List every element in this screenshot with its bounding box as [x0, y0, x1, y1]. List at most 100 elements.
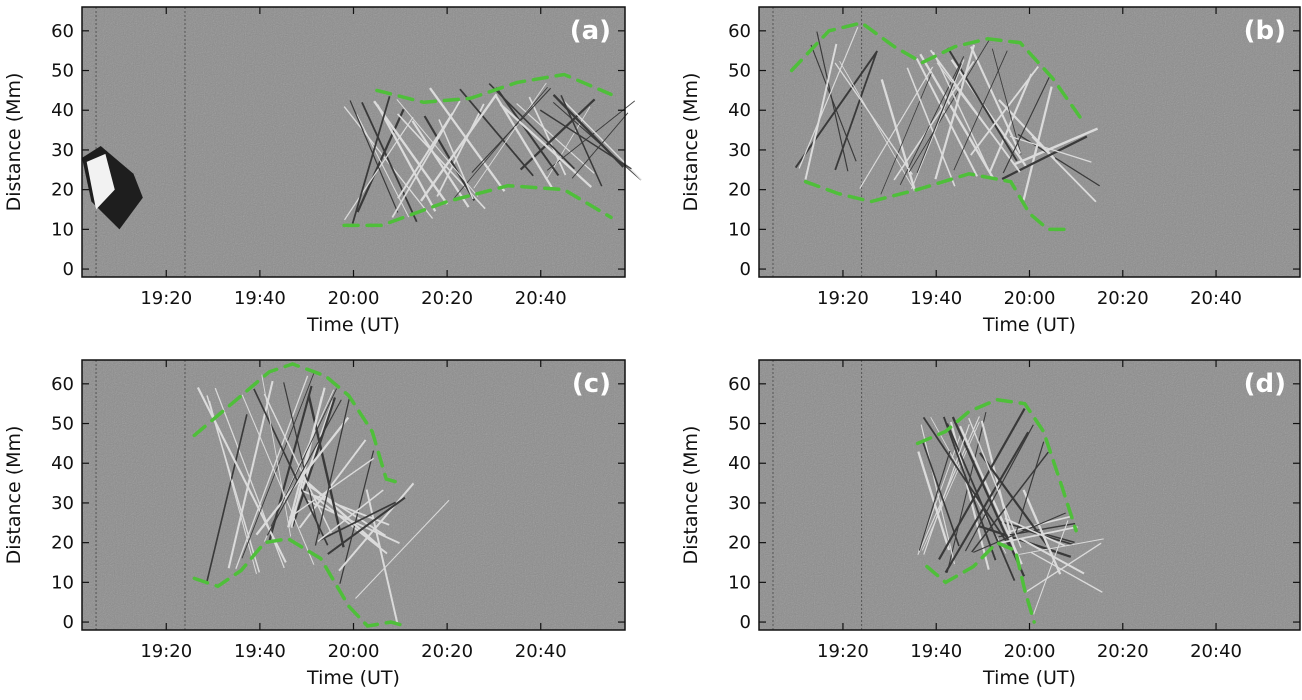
- oscillation-streak: [911, 59, 965, 190]
- oscillation-streak: [915, 58, 978, 177]
- upper-envelope: [375, 72, 613, 105]
- oscillation-streak: [938, 408, 1026, 560]
- oscillation-streak: [539, 109, 632, 170]
- oscillation-streak: [917, 416, 980, 556]
- oscillation-streak: [1033, 520, 1069, 615]
- oscillation-streak: [241, 394, 315, 565]
- oscillation-streak: [968, 417, 1022, 548]
- y-axis-title: Distance (Mm): [3, 73, 25, 212]
- y-tick-label: 60: [51, 21, 74, 42]
- oscillation-streak: [1009, 135, 1092, 163]
- y-tick-label: 50: [51, 414, 74, 435]
- y-tick-label: 20: [728, 533, 751, 554]
- oscillation-streak: [1018, 538, 1104, 555]
- oscillation-streak: [263, 393, 332, 534]
- oscillation-streak: [307, 395, 345, 548]
- x-tick-label: 20:40: [1190, 641, 1242, 662]
- lower-envelope: [925, 540, 1036, 624]
- oscillation-streak: [436, 103, 485, 197]
- panel-label: (a): [570, 16, 611, 46]
- panel-d: 0 10 20 30 40 50 60 19:20 19:40 20:00 20:20 20:40 Ti…: [680, 359, 1301, 689]
- oscillation-streak: [209, 400, 258, 575]
- oscillation-streak: [301, 477, 381, 549]
- oscillation-streak: [798, 26, 859, 169]
- oscillation-streak: [552, 94, 625, 168]
- oscillation-streaks: [343, 82, 642, 224]
- oscillation-streak: [839, 60, 915, 191]
- oscillation-streak: [235, 375, 309, 569]
- x-tick-label: 19:40: [910, 288, 962, 309]
- oscillation-streak: [893, 60, 975, 181]
- y-tick-label: 0: [63, 259, 74, 280]
- panel-label: (c): [572, 369, 611, 399]
- x-tick-label: 19:20: [140, 288, 192, 309]
- oscillation-streak: [560, 94, 603, 187]
- oscillation-streak: [1004, 517, 1066, 547]
- upper-envelope: [192, 362, 403, 485]
- oscillation-streak: [988, 73, 1033, 173]
- oscillation-streak: [349, 100, 399, 213]
- oscillation-streak: [314, 398, 350, 546]
- x-axis-title: Time (UT): [982, 667, 1076, 689]
- y-tick-label: 60: [51, 374, 74, 395]
- panel-c: 0 10 20 30 40 50 60 19:20 19:40 20:00 20:20 20:40 Ti…: [3, 359, 626, 689]
- x-axis-title: Time (UT): [982, 314, 1076, 336]
- x-tick-label: 19:40: [234, 641, 286, 662]
- y-tick-label: 0: [740, 612, 751, 633]
- panel-label: (d): [1244, 369, 1286, 399]
- oscillation-streak: [1002, 77, 1050, 174]
- oscillation-streaks: [917, 408, 1104, 615]
- y-tick-label: 10: [728, 219, 751, 240]
- oscillation-streak: [1022, 489, 1062, 575]
- oscillation-streak: [255, 416, 350, 536]
- x-tick-label: 20:40: [1190, 288, 1242, 309]
- lower-envelope: [803, 172, 1074, 232]
- x-axis-title: Time (UT): [306, 314, 400, 336]
- panel-a: 0 10 20 30 40 50 60 19:20 19:40 20:00 20:20 20:40 Ti…: [3, 6, 642, 336]
- x-tick-label: 20:00: [1004, 641, 1056, 662]
- oscillation-streak: [1015, 441, 1045, 535]
- oscillation-streak: [804, 43, 838, 180]
- oscillation-streak: [494, 94, 553, 188]
- oscillation-streak: [1001, 135, 1088, 181]
- y-tick-label: 0: [740, 259, 751, 280]
- oscillation-streak: [365, 489, 399, 623]
- oscillation-streak: [944, 431, 1030, 574]
- oscillation-streaks: [196, 371, 450, 623]
- x-tick-label: 20:20: [1097, 641, 1149, 662]
- oscillation-streak: [923, 424, 970, 555]
- upper-envelope: [915, 397, 1078, 533]
- y-tick-label: 40: [728, 453, 751, 474]
- oscillation-streak: [261, 374, 292, 537]
- oscillation-streak: [391, 100, 461, 218]
- oscillation-streak: [356, 114, 410, 218]
- oscillation-streak: [253, 388, 329, 546]
- oscillation-streak: [373, 100, 449, 205]
- oscillation-streak: [571, 112, 629, 179]
- x-tick-label: 20:20: [421, 288, 473, 309]
- oscillation-streak: [454, 86, 548, 199]
- y-tick-label: 20: [51, 180, 74, 201]
- oscillation-streak: [934, 44, 976, 180]
- oscillation-streak: [970, 66, 1039, 156]
- oscillation-streak: [298, 439, 367, 529]
- x-tick-label: 20:00: [1004, 288, 1056, 309]
- oscillation-streak: [283, 382, 321, 535]
- x-tick-label: 19:20: [817, 641, 869, 662]
- oscillation-streak: [423, 115, 476, 201]
- panel-label: (b): [1244, 16, 1286, 46]
- lower-envelope: [342, 183, 613, 228]
- oscillation-streak: [528, 96, 567, 176]
- bright-feature-light: [86, 153, 115, 210]
- oscillation-streak: [351, 95, 391, 224]
- panel-b: 0 10 20 30 40 50 60 19:20 19:40 20:00 20:20 20:40 Ti…: [680, 6, 1301, 336]
- oscillation-streak: [921, 439, 960, 547]
- y-tick-label: 30: [728, 493, 751, 514]
- x-tick-label: 20:40: [515, 288, 567, 309]
- oscillation-streak: [317, 489, 384, 542]
- oscillation-streak: [899, 56, 965, 186]
- x-tick-label: 20:20: [1097, 288, 1149, 309]
- oscillation-streak: [196, 387, 287, 563]
- oscillation-streak: [1030, 551, 1103, 593]
- oscillation-streak: [834, 50, 878, 171]
